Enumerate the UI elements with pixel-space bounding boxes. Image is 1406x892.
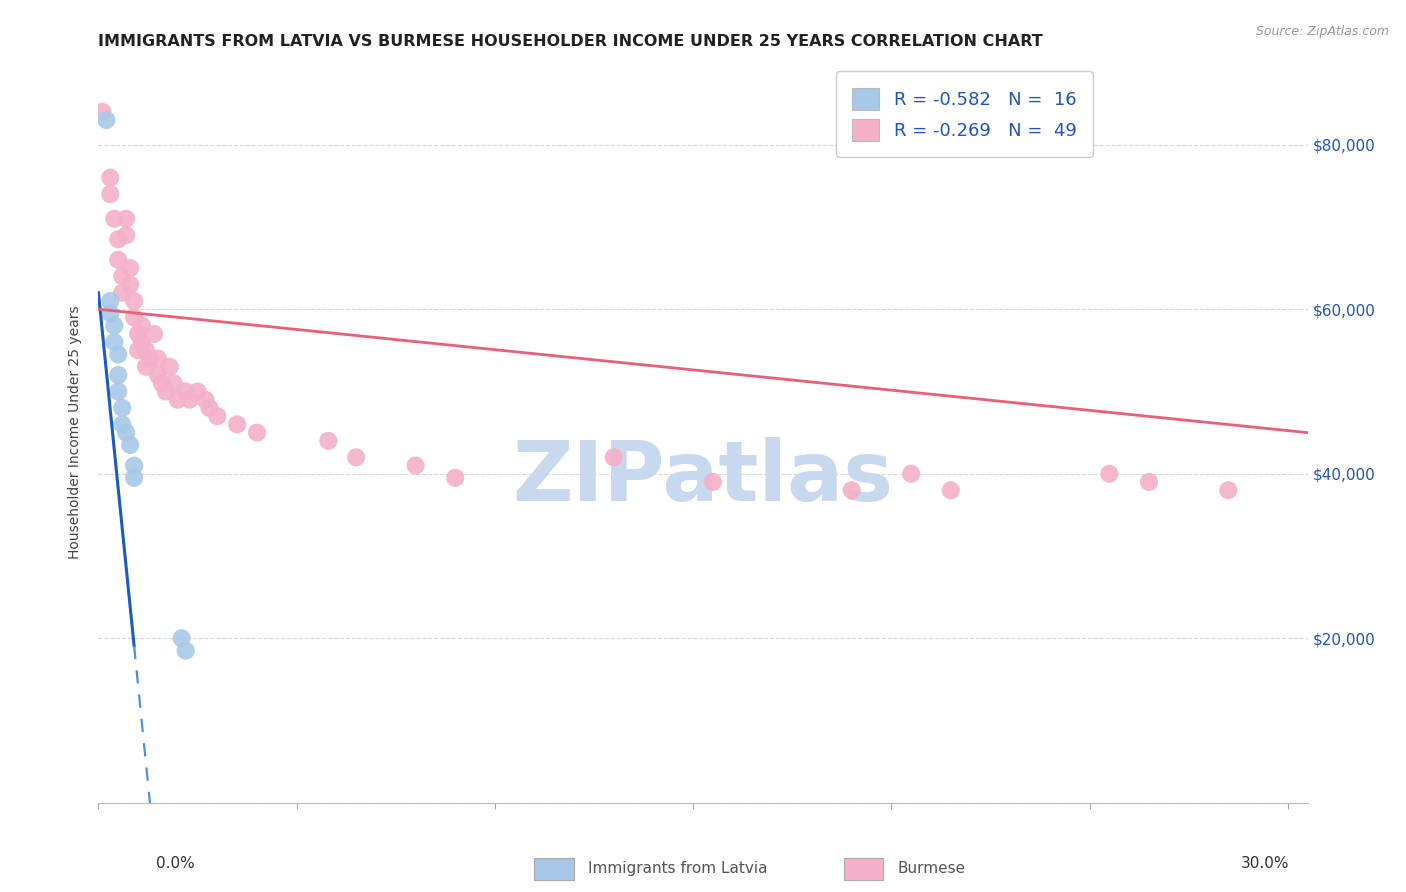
Point (107, 252, 129, 267)
Point (150, 376, 173, 391)
Point (111, 269, 134, 284)
Point (103, 318, 125, 333)
Point (146, 368, 169, 382)
Point (174, 384, 197, 399)
Point (122, 310, 145, 325)
Point (96, 113, 118, 128)
Point (1218, 483, 1240, 498)
Point (174, 643, 197, 657)
Point (107, 384, 129, 399)
Point (103, 211, 125, 226)
Point (107, 347, 129, 361)
Point (115, 425, 138, 440)
Point (194, 392, 217, 407)
Point (127, 343, 149, 358)
Point (405, 458, 427, 473)
Point (122, 471, 145, 485)
Point (135, 343, 157, 358)
Point (98, 293, 121, 308)
Point (115, 228, 138, 243)
Point (120, 277, 142, 292)
Point (120, 261, 142, 276)
Point (131, 318, 153, 333)
Point (127, 326, 149, 341)
Point (155, 384, 177, 399)
Point (841, 483, 863, 498)
Point (111, 401, 134, 415)
Point (98, 187, 121, 202)
Point (122, 458, 145, 473)
Point (120, 438, 142, 452)
Point (444, 471, 467, 485)
Point (159, 359, 181, 374)
Point (98, 170, 121, 185)
Point (135, 359, 157, 374)
Point (207, 409, 229, 424)
Point (115, 211, 138, 226)
Point (166, 392, 188, 407)
Point (142, 326, 165, 341)
Point (198, 401, 221, 415)
Point (702, 475, 724, 489)
FancyBboxPatch shape (844, 858, 883, 880)
Point (122, 293, 145, 308)
Text: ZIPatlas: ZIPatlas (513, 436, 893, 517)
Point (91, 104, 114, 119)
Point (1098, 467, 1121, 481)
Text: Burmese: Burmese (897, 861, 965, 876)
Point (170, 632, 193, 646)
Text: Immigrants from Latvia: Immigrants from Latvia (588, 861, 768, 876)
Point (603, 450, 626, 465)
Point (939, 483, 962, 498)
Point (179, 392, 201, 407)
Text: Source: ZipAtlas.com: Source: ZipAtlas.com (1256, 25, 1389, 38)
FancyBboxPatch shape (534, 858, 574, 880)
Point (1137, 475, 1160, 489)
Point (111, 285, 134, 300)
Point (163, 376, 186, 391)
Point (139, 351, 162, 366)
Point (103, 335, 125, 350)
Text: IMMIGRANTS FROM LATVIA VS BURMESE HOUSEHOLDER INCOME UNDER 25 YEARS CORRELATION : IMMIGRANTS FROM LATVIA VS BURMESE HOUSEH… (98, 34, 1043, 49)
Text: 30.0%: 30.0% (1241, 856, 1289, 871)
Point (246, 425, 269, 440)
Legend: R = -0.582   N =  16, R = -0.269   N =  49: R = -0.582 N = 16, R = -0.269 N = 49 (837, 71, 1092, 157)
Point (186, 384, 208, 399)
Point (226, 417, 249, 432)
Point (344, 450, 367, 465)
Point (900, 467, 922, 481)
Point (146, 351, 169, 366)
Point (131, 335, 153, 350)
Text: 0.0%: 0.0% (156, 856, 195, 871)
Y-axis label: Householder Income Under 25 years: Householder Income Under 25 years (69, 306, 83, 559)
Point (107, 232, 129, 246)
Point (111, 417, 134, 432)
Point (107, 368, 129, 382)
Point (98, 306, 121, 320)
Point (318, 434, 340, 448)
